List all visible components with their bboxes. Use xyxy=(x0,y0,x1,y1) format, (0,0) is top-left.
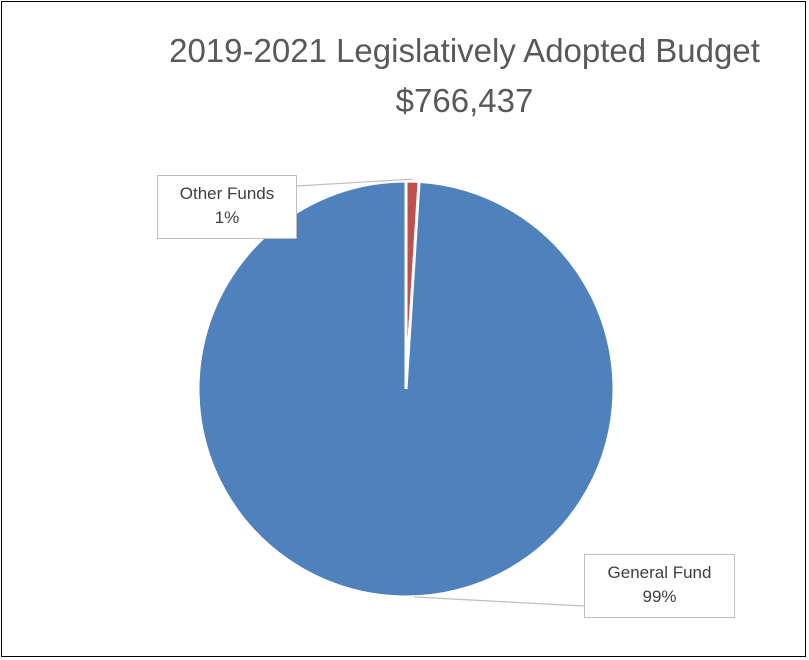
pie-slices xyxy=(196,179,616,599)
leader-line-general-fund xyxy=(413,596,585,607)
data-label-general-fund-value: 99% xyxy=(642,587,677,606)
data-label-other-funds: Other Funds 1% xyxy=(157,175,297,239)
chart-title: 2019-2021 Legislatively Adopted Budget xyxy=(169,32,760,69)
pie-slice-general-fund xyxy=(196,179,616,599)
chart-subtitle: $766,437 xyxy=(395,82,534,119)
leader-line-other-funds xyxy=(296,178,413,187)
data-label-general-fund: General Fund 99% xyxy=(584,554,735,618)
data-label-other-funds-name: Other Funds xyxy=(179,184,275,203)
leader-lines xyxy=(296,178,585,607)
data-label-other-funds-value: 1% xyxy=(214,208,240,227)
data-label-general-fund-name: General Fund xyxy=(607,563,712,582)
